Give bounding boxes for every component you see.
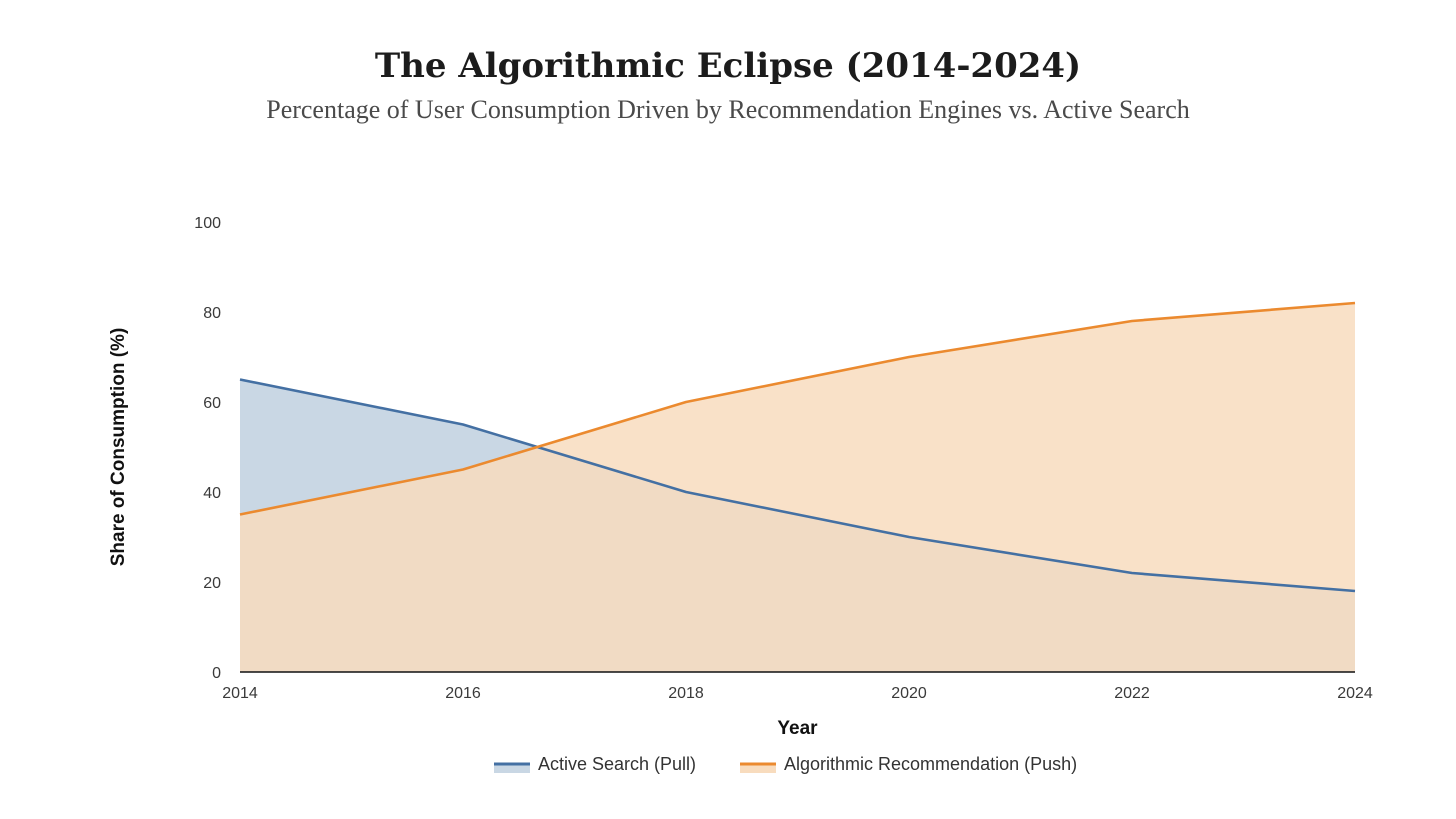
y-tick-label: 80 — [203, 305, 221, 322]
y-tick-label: 20 — [203, 575, 221, 592]
legend-item-0: Active Search (Pull) — [494, 754, 696, 774]
x-tick-label: 2018 — [668, 685, 704, 702]
legend-label: Algorithmic Recommendation (Push) — [784, 754, 1077, 774]
series-lines — [239, 301, 1356, 593]
legend-item-1: Algorithmic Recommendation (Push) — [740, 754, 1077, 774]
x-tick-label: 2024 — [1337, 685, 1373, 702]
y-tick-label: 100 — [194, 215, 221, 232]
series-areas — [240, 303, 1355, 672]
y-axis-title: Share of Consumption (%) — [108, 328, 129, 567]
x-axis-title: Year — [777, 718, 818, 739]
x-tick-label: 2016 — [445, 685, 481, 702]
y-tick-label: 40 — [203, 485, 221, 502]
chart-title: The Algorithmic Eclipse (2014-2024) — [374, 46, 1082, 86]
series-line-0 — [239, 378, 1356, 593]
y-tick-label: 0 — [212, 665, 221, 682]
legend-swatch-fill — [740, 765, 776, 773]
series-line-1 — [239, 301, 1356, 516]
series-area-1 — [240, 303, 1355, 672]
legend: Active Search (Pull) Algorithmic Recommen… — [494, 754, 1077, 774]
chart-subtitle: Percentage of User Consumption Driven by… — [266, 95, 1190, 124]
legend-label: Active Search (Pull) — [538, 754, 696, 774]
x-axis-ticks: 2014 2016 2018 2020 2022 2024 — [222, 685, 1373, 702]
y-tick-label: 60 — [203, 395, 221, 412]
x-tick-label: 2014 — [222, 685, 258, 702]
y-axis-ticks: 0 20 40 60 80 100 — [194, 215, 221, 682]
legend-swatch-fill — [494, 765, 530, 773]
x-tick-label: 2020 — [891, 685, 927, 702]
x-tick-label: 2022 — [1114, 685, 1150, 702]
